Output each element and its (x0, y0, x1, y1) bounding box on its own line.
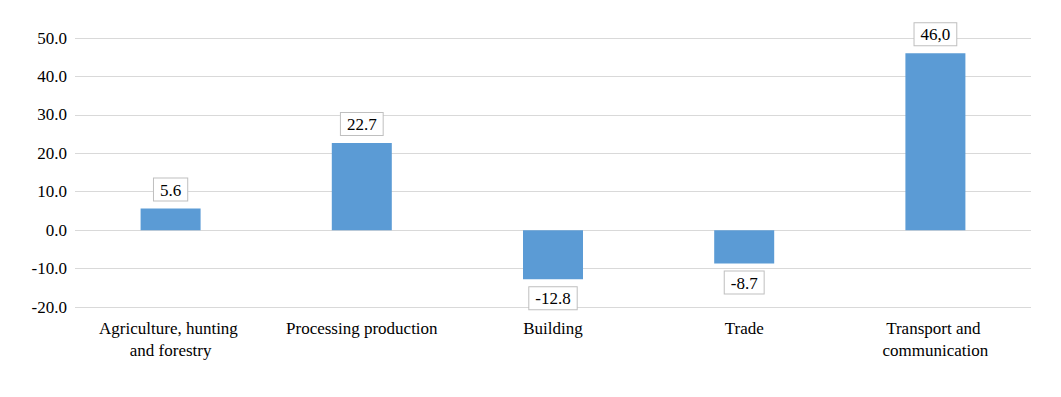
svg-text:Transport and: Transport and (886, 319, 985, 338)
svg-text:-20.0: -20.0 (32, 298, 67, 317)
svg-text:Building: Building (523, 319, 583, 338)
svg-text:Agriculture, hunting: Agriculture, hunting (99, 319, 242, 338)
svg-text:0.0: 0.0 (46, 221, 67, 240)
svg-text:5.6: 5.6 (160, 181, 181, 200)
svg-text:50.0: 50.0 (37, 29, 67, 48)
svg-text:46,0: 46,0 (921, 25, 951, 44)
svg-text:22.7: 22.7 (347, 115, 377, 134)
svg-text:30.0: 30.0 (37, 105, 67, 124)
svg-text:Trade: Trade (725, 319, 764, 338)
svg-text:Processing production: Processing production (286, 319, 438, 338)
svg-text:10.0: 10.0 (37, 182, 67, 201)
svg-text:and forestry: and forestry (130, 341, 212, 360)
svg-text:20.0: 20.0 (37, 144, 67, 163)
svg-text:40.0: 40.0 (37, 67, 67, 86)
svg-text:-8.7: -8.7 (731, 274, 758, 293)
svg-text:-10.0: -10.0 (32, 259, 67, 278)
svg-text:communication: communication (883, 341, 989, 360)
svg-text:-12.8: -12.8 (535, 289, 570, 308)
